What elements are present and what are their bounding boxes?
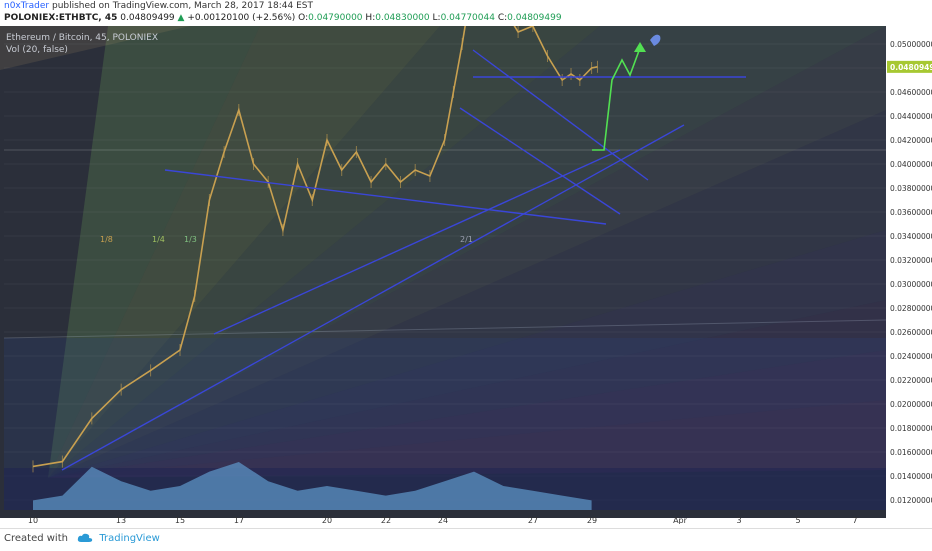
rocket-icon [650, 34, 661, 46]
change-value: +0.00120100 (+2.56%) [187, 13, 296, 23]
cloud-logo-icon [77, 533, 93, 543]
time-tick-label: 17 [234, 516, 244, 524]
price-tick-label: 0.04600000 [890, 88, 932, 97]
price-tick-label: 0.02200000 [890, 376, 932, 385]
brand-name[interactable]: TradingView [99, 533, 160, 544]
open-value: 0.04790000 [308, 13, 363, 23]
time-tick-label: 3 [736, 516, 741, 524]
price-tick-label: 0.01400000 [890, 472, 932, 481]
price-tick-label: 0.03200000 [890, 256, 932, 265]
price-tick-label: 0.01600000 [890, 448, 932, 457]
fan-label: 2/1 [460, 235, 473, 244]
trend-line [472, 49, 649, 181]
fan-label: 1/3 [184, 235, 197, 244]
gann-fan-sector [48, 110, 886, 478]
plot-background [0, 26, 932, 524]
gann-fan-sector [48, 230, 886, 478]
price-tick-label: 0.05000000 [890, 40, 932, 49]
low-value: 0.04770044 [440, 13, 495, 23]
time-tick-label: 20 [322, 516, 332, 524]
projection-arrow [592, 47, 641, 151]
time-tick-label: Apr [673, 516, 688, 524]
gann-fan-sector [48, 350, 886, 478]
volume-area [33, 462, 592, 510]
publish-line: n0xTrader published on TradingView.com, … [4, 1, 313, 11]
gann-fan-sector [48, 400, 886, 478]
time-tick-label: 5 [795, 516, 800, 524]
published-text: published on TradingView.com, March 28, … [51, 1, 313, 11]
fan-label: 1/8 [100, 235, 113, 244]
close-label: C: [497, 13, 508, 23]
gann-fan-sector [0, 26, 190, 70]
quote-line: POLONIEX:ETHBTC, 45 0.04809499 ▲ +0.0012… [4, 13, 562, 23]
fan-label: 1/4 [152, 235, 165, 244]
gann-fan-sector [48, 26, 886, 478]
current-price-tag [887, 60, 932, 73]
header-bar: n0xTrader published on TradingView.com, … [0, 0, 932, 26]
time-axis-panel [0, 518, 932, 524]
price-series-line [32, 26, 598, 468]
last-price: 0.04809499 [120, 13, 175, 23]
gann-fan-sector [48, 26, 440, 478]
gann-fan-sector [48, 26, 600, 478]
gann-fan-sector [48, 26, 260, 478]
created-with: Created with TradingView [4, 533, 160, 544]
price-tick-label: 0.03800000 [890, 184, 932, 193]
time-tick-label: 10 [28, 516, 38, 524]
price-tick-label: 0.04400000 [890, 112, 932, 121]
gann-fan-sector [48, 26, 886, 478]
trend-line [164, 169, 607, 225]
price-tick-label: 0.02400000 [890, 352, 932, 361]
level-line [3, 319, 887, 339]
time-tick-label: 24 [438, 516, 448, 524]
price-tick-label: 0.02000000 [890, 400, 932, 409]
price-axis-panel [886, 26, 932, 524]
open-label: O: [298, 13, 309, 23]
legend-indicator: Vol (20, false) [6, 45, 68, 55]
high-label: H: [365, 13, 376, 23]
current-price-label: 0.04809499 [890, 63, 932, 72]
trend-line [459, 107, 621, 215]
time-tick-label: 13 [116, 516, 126, 524]
gann-fan-sector [48, 300, 886, 478]
price-tick-label: 0.04200000 [890, 136, 932, 145]
chart-svg[interactable]: 1/81/41/32/10.060000000.058000000.056000… [0, 26, 932, 524]
time-tick-label: 15 [175, 516, 185, 524]
time-tick-label: 29 [587, 516, 597, 524]
symbol-label: POLONIEX:ETHBTC, 45 [4, 13, 118, 23]
created-with-text: Created with [4, 533, 68, 544]
close-value: 0.04809499 [507, 13, 562, 23]
high-value: 0.04830000 [375, 13, 430, 23]
price-tick-label: 0.04000000 [890, 160, 932, 169]
chart-area[interactable]: 1/81/41/32/10.060000000.058000000.056000… [0, 26, 932, 524]
trend-line [61, 124, 685, 471]
arrow-head-icon [634, 42, 646, 52]
price-tick-label: 0.02800000 [890, 304, 932, 313]
time-tick-label: 22 [381, 516, 391, 524]
author-link[interactable]: n0xTrader [4, 1, 50, 11]
price-tick-label: 0.03600000 [890, 208, 932, 217]
low-label: L: [432, 13, 441, 23]
chart-legend: Ethereum / Bitcoin, 45, POLONIEX Vol (20… [6, 32, 158, 56]
price-tick-label: 0.03400000 [890, 232, 932, 241]
footer-bar: Created with TradingView [0, 528, 932, 551]
time-tick-label: 7 [852, 516, 857, 524]
time-tick-label: 27 [528, 516, 538, 524]
level-band [4, 338, 886, 468]
price-tick-label: 0.03000000 [890, 280, 932, 289]
up-arrow-icon: ▲ [177, 13, 185, 23]
price-tick-label: 0.01200000 [890, 496, 932, 505]
legend-title: Ethereum / Bitcoin, 45, POLONIEX [6, 33, 159, 43]
price-tick-label: 0.01800000 [890, 424, 932, 433]
price-tick-label: 0.02600000 [890, 328, 932, 337]
trend-line [213, 149, 621, 335]
